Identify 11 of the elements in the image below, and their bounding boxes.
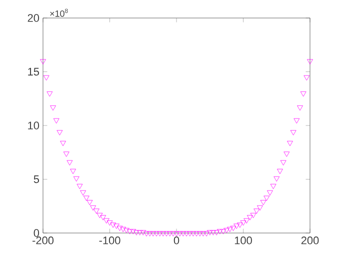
y-tick-label: 20 [28, 14, 40, 22]
x-tick-label: 200 [301, 236, 319, 244]
x-tick-label: -200 [32, 236, 54, 244]
x-tick-label: 0 [174, 236, 180, 244]
y-tick-label: 10 [28, 122, 40, 130]
y-tick-label: 5 [34, 175, 40, 184]
y-tick-label: 0 [34, 229, 40, 237]
x-tick-label: 100 [234, 236, 252, 244]
text: ×10$^{8}$ [50, 8, 68, 17]
y-tick-label: 15 [28, 68, 40, 76]
x-tick-label: -100 [99, 236, 120, 244]
